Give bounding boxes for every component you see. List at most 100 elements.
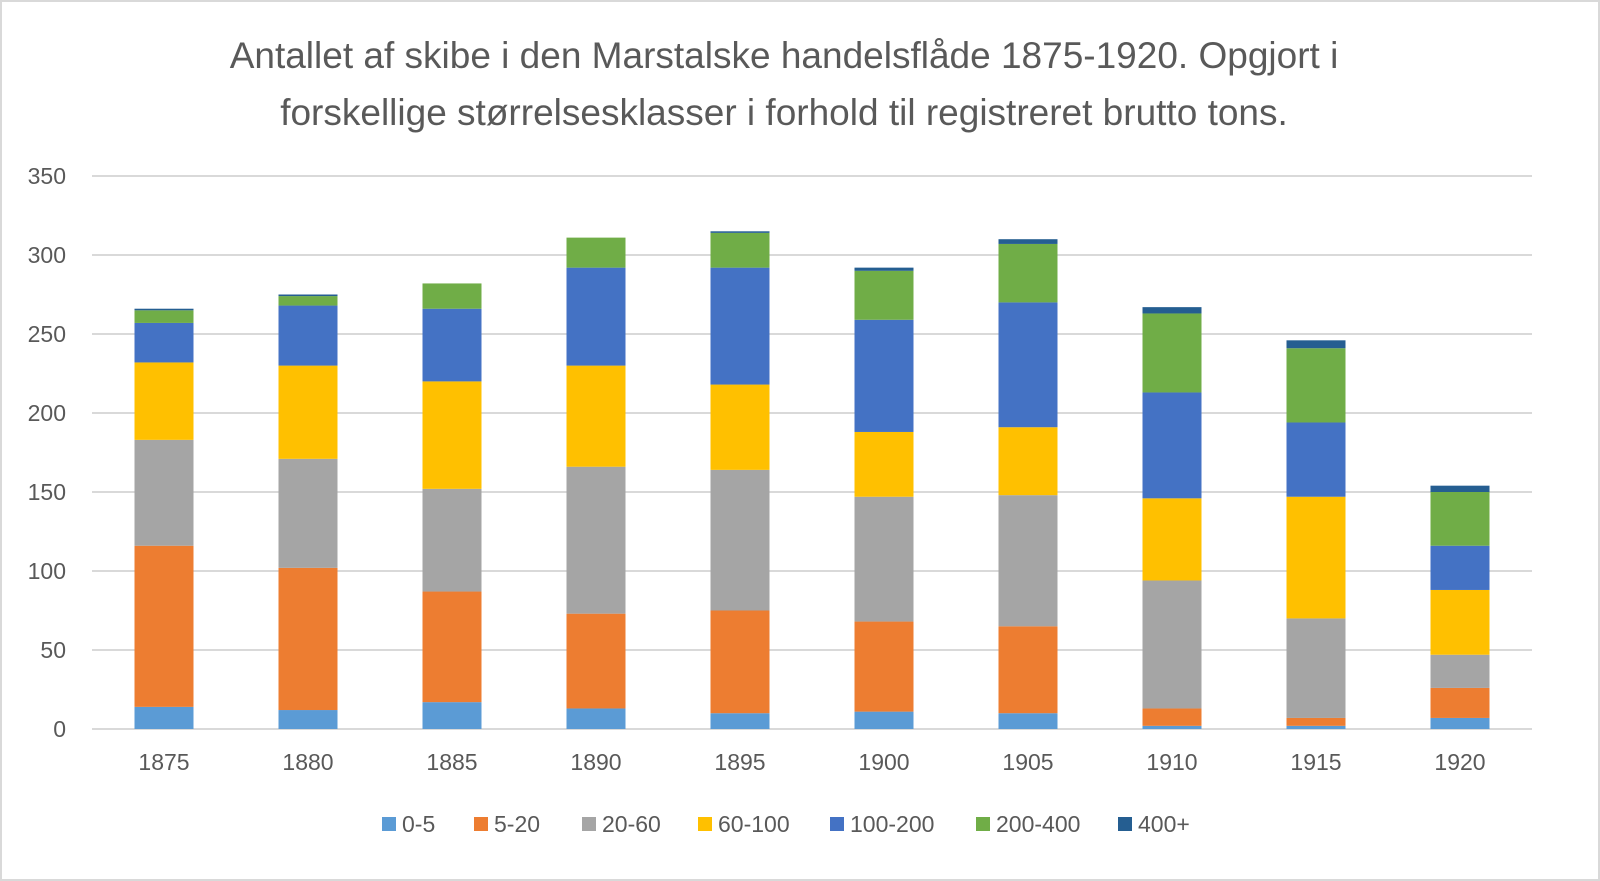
chart-title-line-1: Antallet af skibe i den Marstalske hande… — [230, 35, 1339, 76]
legend-item-60-100: 60-100 — [698, 811, 790, 837]
x-tick-label: 1905 — [1002, 749, 1053, 775]
bar-segment-60-100-1900 — [854, 431, 914, 497]
legend-swatch — [698, 817, 712, 831]
bar-segment-200-400-1905 — [998, 243, 1058, 303]
y-tick-label: 50 — [40, 637, 66, 663]
bar-segment-60-100-1885 — [422, 381, 482, 489]
legend-label: 100-200 — [850, 811, 934, 837]
legend-swatch — [382, 817, 396, 831]
y-tick-label: 0 — [53, 716, 66, 742]
bar-segment-100-200-1885 — [422, 308, 482, 382]
bar-segment-100-200-1920 — [1430, 545, 1490, 590]
bar-stack-1915 — [1286, 340, 1346, 729]
bar-segment-20-60-1915 — [1286, 618, 1346, 718]
y-axis-ticks: 0 50 100 150 200 250 300 350 — [28, 163, 66, 742]
legend-swatch — [1118, 817, 1132, 831]
bar-segment-5-20-1890 — [566, 613, 626, 709]
bar-segment-5-20-1885 — [422, 591, 482, 703]
legend-label: 200-400 — [996, 811, 1080, 837]
y-tick-label: 150 — [28, 479, 66, 505]
bar-stack-1875 — [134, 308, 194, 729]
bar-segment-0-5-1890 — [566, 708, 626, 729]
bar-segment-5-20-1905 — [998, 626, 1058, 714]
bar-segment-100-200-1915 — [1286, 422, 1346, 497]
chart-title: Antallet af skibe i den Marstalske hande… — [230, 35, 1339, 133]
bar-segment-20-60-1900 — [854, 496, 914, 622]
bar-segment-100-200-1875 — [134, 322, 194, 363]
legend-item-400+: 400+ — [1118, 811, 1190, 837]
bar-segment-100-200-1900 — [854, 319, 914, 432]
bar-segment-5-20-1875 — [134, 545, 194, 707]
bar-segment-60-100-1880 — [278, 365, 338, 459]
legend-label: 5-20 — [494, 811, 540, 837]
legend-label: 400+ — [1138, 811, 1190, 837]
bar-segment-20-60-1885 — [422, 488, 482, 592]
bar-segment-400+-1895 — [710, 231, 770, 233]
bar-segment-400+-1875 — [134, 308, 194, 311]
legend: 0-5 5-20 20-60 60-100 100-200 200-400 400+ — [382, 811, 1190, 837]
bar-segment-5-20-1895 — [710, 610, 770, 714]
bar-segment-60-100-1910 — [1142, 498, 1202, 581]
bar-segment-0-5-1880 — [278, 710, 338, 729]
bar-segment-60-100-1890 — [566, 365, 626, 467]
x-tick-label: 1915 — [1290, 749, 1341, 775]
bar-segment-400+-1905 — [998, 239, 1058, 244]
bar-segment-200-400-1920 — [1430, 492, 1490, 546]
bar-segment-20-60-1875 — [134, 439, 194, 546]
bar-segment-5-20-1910 — [1142, 708, 1202, 726]
bar-stack-1880 — [278, 294, 338, 729]
bar-segment-100-200-1895 — [710, 267, 770, 385]
y-tick-label: 100 — [28, 558, 66, 584]
chart-title-line-2: forskellige størrelsesklasser i forhold … — [280, 92, 1288, 133]
bar-segment-400+-1880 — [278, 294, 338, 297]
bar-segment-5-20-1900 — [854, 621, 914, 712]
bar-segment-0-5-1920 — [1430, 717, 1490, 729]
bars — [134, 231, 1490, 729]
y-tick-label: 250 — [28, 321, 66, 347]
bar-segment-5-20-1915 — [1286, 717, 1346, 726]
x-tick-label: 1885 — [426, 749, 477, 775]
bar-stack-1900 — [854, 267, 914, 729]
bar-segment-20-60-1895 — [710, 469, 770, 611]
legend-swatch — [976, 817, 990, 831]
legend-label: 0-5 — [402, 811, 435, 837]
bar-segment-400+-1910 — [1142, 307, 1202, 314]
bar-segment-5-20-1920 — [1430, 687, 1490, 718]
bar-segment-100-200-1905 — [998, 302, 1058, 428]
bar-segment-400+-1920 — [1430, 485, 1490, 492]
bar-segment-20-60-1920 — [1430, 654, 1490, 688]
x-tick-label: 1910 — [1146, 749, 1197, 775]
bar-segment-200-400-1895 — [710, 232, 770, 268]
y-tick-label: 350 — [28, 163, 66, 189]
x-tick-label: 1880 — [282, 749, 333, 775]
bar-segment-0-5-1900 — [854, 711, 914, 729]
bar-segment-20-60-1905 — [998, 495, 1058, 627]
bar-segment-0-5-1915 — [1286, 725, 1346, 729]
bar-stack-1905 — [998, 239, 1058, 729]
legend-item-20-60: 20-60 — [582, 811, 661, 837]
x-tick-label: 1900 — [858, 749, 909, 775]
bar-segment-60-100-1915 — [1286, 496, 1346, 619]
bar-segment-0-5-1905 — [998, 713, 1058, 729]
bar-segment-200-400-1900 — [854, 270, 914, 320]
bar-stack-1885 — [422, 283, 482, 729]
x-axis-ticks: 1875 1880 1885 1890 1895 1900 1905 1910 1915 1920 — [138, 749, 1485, 775]
bar-segment-100-200-1880 — [278, 305, 338, 366]
bar-segment-20-60-1880 — [278, 458, 338, 568]
bar-segment-200-400-1915 — [1286, 348, 1346, 423]
bar-segment-20-60-1910 — [1142, 580, 1202, 709]
y-tick-label: 200 — [28, 400, 66, 426]
x-tick-label: 1890 — [570, 749, 621, 775]
x-tick-label: 1895 — [714, 749, 765, 775]
bar-segment-60-100-1875 — [134, 362, 194, 440]
bar-segment-5-20-1880 — [278, 567, 338, 711]
x-tick-label: 1875 — [138, 749, 189, 775]
bar-stack-1910 — [1142, 307, 1202, 729]
bar-segment-200-400-1885 — [422, 283, 482, 309]
bar-segment-20-60-1890 — [566, 466, 626, 614]
legend-swatch — [830, 817, 844, 831]
legend-label: 60-100 — [718, 811, 790, 837]
legend-label: 20-60 — [602, 811, 661, 837]
